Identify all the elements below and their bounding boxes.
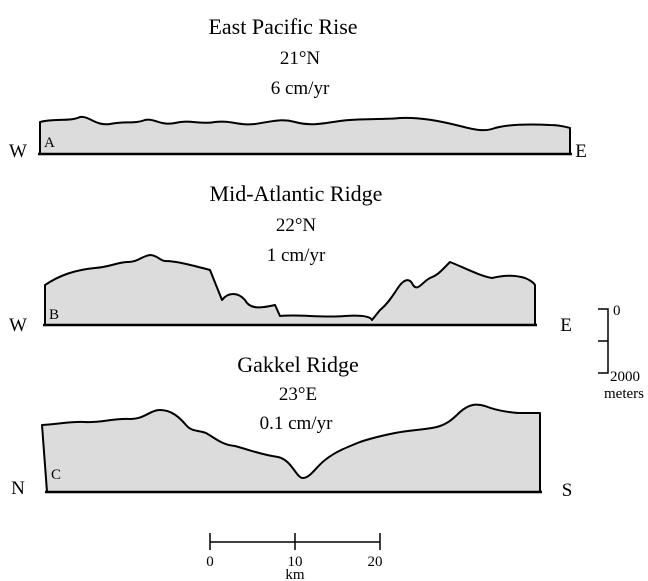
scale-label: 2000 xyxy=(610,369,640,385)
profile-title: Gakkel Ridge xyxy=(237,352,359,377)
profile-shape xyxy=(40,117,570,154)
scale-unit: meters xyxy=(604,386,644,402)
vertical-scale-bar xyxy=(598,309,608,373)
profile-label: B xyxy=(49,307,59,323)
diagram: East Pacific Rise 21°N 6 cm/yr W A E Mid… xyxy=(0,0,648,581)
profile-rate: 6 cm/yr xyxy=(271,78,330,99)
direction-right: E xyxy=(575,141,587,162)
profile-latitude: 21°N xyxy=(280,48,321,69)
scale-label: 0 xyxy=(613,303,621,319)
scale-label: 0 xyxy=(206,554,214,570)
profile-latitude: 23°E xyxy=(279,384,317,405)
horizontal-scale-bar xyxy=(210,533,380,550)
direction-left: W xyxy=(9,315,27,336)
scale-unit: km xyxy=(285,567,305,581)
direction-right: S xyxy=(562,480,573,501)
direction-right: E xyxy=(560,315,572,336)
profile-rate: 0.1 cm/yr xyxy=(260,413,333,434)
direction-left: N xyxy=(11,478,25,499)
profile-label: C xyxy=(51,467,61,483)
profile-title: Mid-Atlantic Ridge xyxy=(210,181,383,206)
profile-latitude: 22°N xyxy=(276,215,317,236)
scale-label: 20 xyxy=(368,554,383,570)
profile-label: A xyxy=(44,135,55,151)
profile-title: East Pacific Rise xyxy=(208,14,357,39)
direction-left: W xyxy=(9,141,27,162)
profile-rate: 1 cm/yr xyxy=(267,245,326,266)
